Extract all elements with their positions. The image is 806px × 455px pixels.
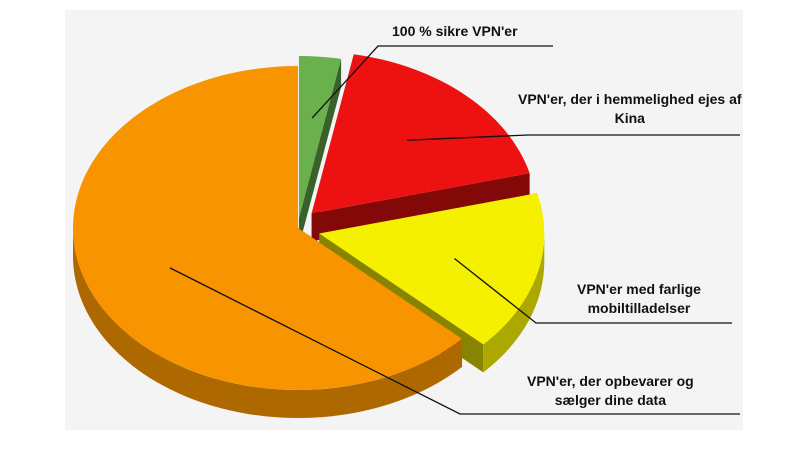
slice-0-top bbox=[298, 56, 342, 219]
slice-2-top bbox=[319, 193, 545, 345]
leader-line-1 bbox=[407, 134, 740, 141]
leader-line-0 bbox=[311, 45, 553, 119]
pie-top-layer bbox=[73, 54, 545, 391]
leader-lines bbox=[169, 45, 740, 415]
label-china-line2: Kina bbox=[614, 110, 645, 126]
label-data-line1: VPN'er, der opbevarer og bbox=[527, 373, 694, 389]
label-mobile: VPN'er med farlige mobiltilladelser bbox=[577, 280, 701, 318]
slice-0-wall-1 bbox=[298, 58, 342, 247]
slice-3-top bbox=[73, 66, 463, 391]
label-china: VPN'er, der i hemmelighed ejes af Kina bbox=[518, 90, 742, 128]
label-mobile-line2: mobiltilladelser bbox=[587, 300, 691, 316]
label-data-line2: sælger dine data bbox=[554, 392, 666, 408]
slice-2-side bbox=[483, 233, 545, 373]
label-mobile-line1: VPN'er med farlige bbox=[577, 281, 701, 297]
slice-3-side bbox=[73, 228, 463, 419]
leader-line-3 bbox=[169, 267, 740, 415]
label-secure-text: 100 % sikre VPN'er bbox=[392, 23, 518, 39]
label-china-line1: VPN'er, der i hemmelighed ejes af bbox=[518, 91, 742, 107]
label-data: VPN'er, der opbevarer og sælger dine dat… bbox=[527, 372, 694, 410]
leader-line-2 bbox=[454, 257, 732, 324]
label-secure: 100 % sikre VPN'er bbox=[392, 22, 518, 41]
slice-1-top bbox=[311, 54, 530, 214]
slice-1-wall-1 bbox=[311, 173, 530, 242]
